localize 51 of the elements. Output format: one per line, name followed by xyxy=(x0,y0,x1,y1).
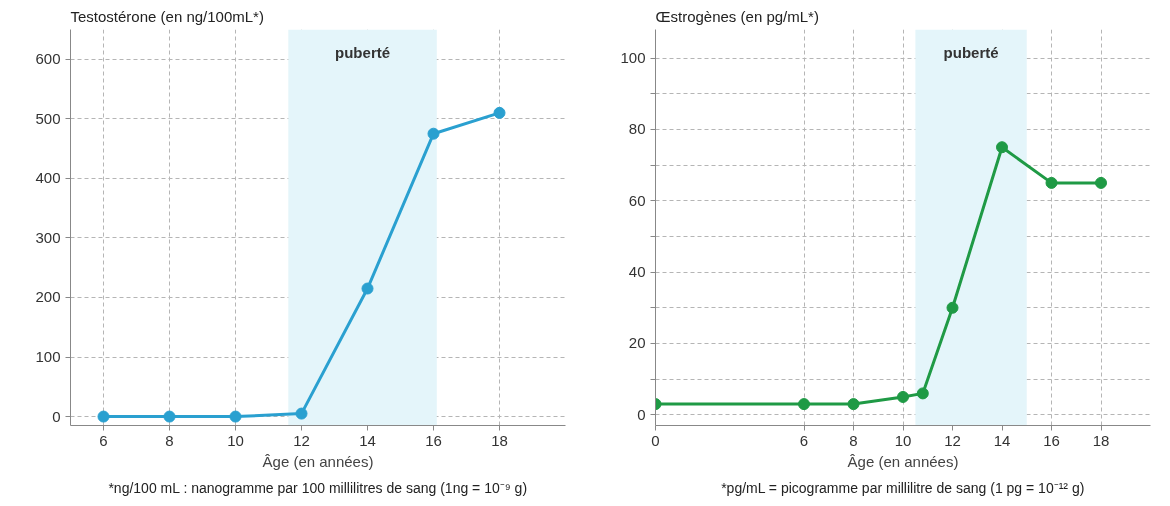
x-axis-title: Âge (en années) xyxy=(262,452,374,470)
x-tick-label: 8 xyxy=(165,431,174,449)
point xyxy=(916,387,929,400)
x-axis-title: Âge (en années) xyxy=(847,452,959,470)
text: *ng/100 mL : nanogramme par 100 millilitres de sang (1ng = 10⁻⁹ g) xyxy=(108,479,528,496)
x-tick-label: 18 xyxy=(1092,431,1110,449)
point xyxy=(427,127,440,140)
x-tick-label: 0 xyxy=(651,431,660,449)
point xyxy=(97,410,110,423)
y-tick-label: 0 xyxy=(52,407,61,425)
y-tick-label: 60 xyxy=(628,191,646,209)
x-tick-label: 10 xyxy=(894,431,912,449)
y-tick-label: 100 xyxy=(620,49,646,67)
x-tick-label: 6 xyxy=(799,431,809,449)
text: *pg/mL = picogramme par millilitre de sang (1 pg = 10⁻¹² g) xyxy=(721,479,1085,496)
band-label: puberté xyxy=(943,43,999,61)
point xyxy=(798,398,810,411)
x-tick-label: 12 xyxy=(293,431,310,449)
point xyxy=(295,407,308,420)
point xyxy=(996,141,1008,154)
y-tick-label: 100 xyxy=(35,348,61,366)
x-tick-label: 8 xyxy=(849,431,858,449)
point xyxy=(163,410,176,423)
y-tick-label: 20 xyxy=(628,334,646,352)
y-tick-label: 80 xyxy=(628,120,646,138)
y-tick-label: 40 xyxy=(628,263,646,281)
point xyxy=(946,301,959,314)
x-tick-label: 18 xyxy=(491,431,508,449)
x-tick-label: 12 xyxy=(944,431,961,449)
x-tick-label: 14 xyxy=(993,431,1011,449)
point xyxy=(1095,176,1107,189)
point xyxy=(493,106,506,119)
point xyxy=(897,390,909,403)
point xyxy=(847,398,860,411)
x-tick-label: 10 xyxy=(227,431,244,449)
y-axis-title: Testostérone (en ng/100mL*) xyxy=(70,7,264,25)
y-tick-label: 200 xyxy=(35,288,61,306)
point xyxy=(361,282,374,295)
band-label: puberté xyxy=(335,43,391,61)
x-tick-label: 6 xyxy=(99,431,108,449)
y-tick-label: 0 xyxy=(637,405,646,423)
x-tick-label: 14 xyxy=(359,431,376,449)
x-tick-label: 16 xyxy=(425,431,442,449)
y-tick-label: 500 xyxy=(35,109,61,127)
point xyxy=(229,410,242,423)
y-tick-label: 400 xyxy=(35,169,61,187)
y-tick-label: 600 xyxy=(35,50,61,68)
y-tick-label: 300 xyxy=(35,228,61,246)
point xyxy=(1045,176,1058,189)
x-tick-label: 16 xyxy=(1043,431,1060,449)
y-axis-title: Œstrogènes (en pg/mL*) xyxy=(655,7,819,25)
